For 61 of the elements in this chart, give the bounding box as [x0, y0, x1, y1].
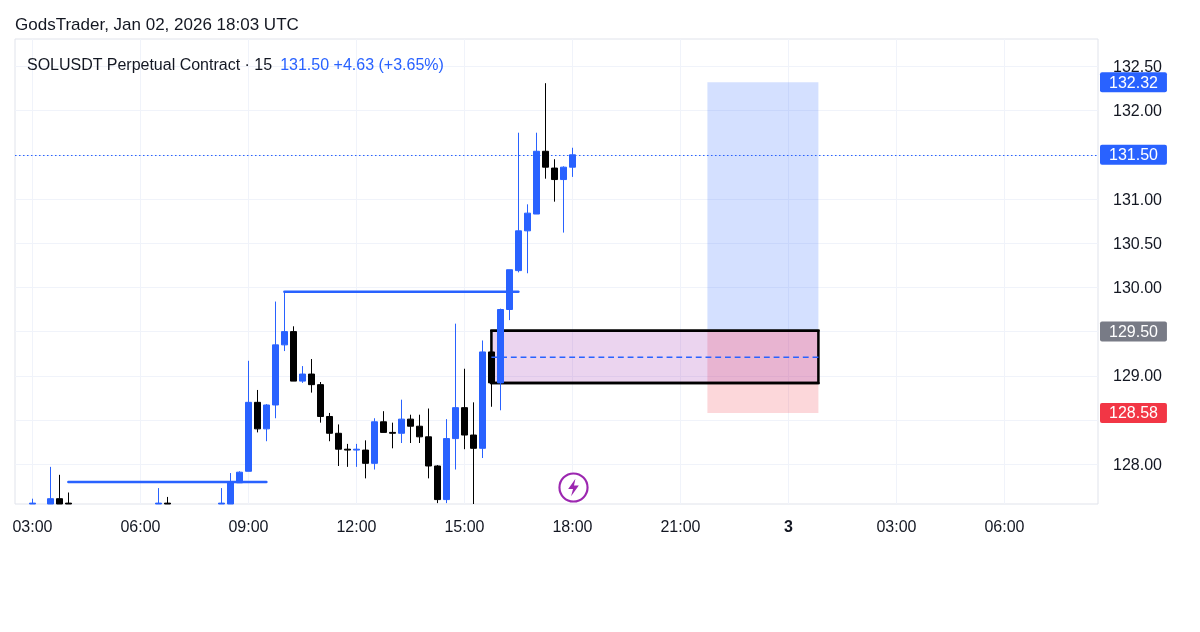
text: 132.32	[1109, 73, 1159, 91]
candlestick	[380, 410, 387, 433]
candlestick	[65, 492, 72, 505]
x-tick-label: 15:00	[444, 517, 485, 535]
candlestick	[389, 422, 396, 449]
text: SOLUSDT Perpetual Contract · 15	[27, 56, 273, 73]
candlestick	[470, 401, 477, 505]
x-tick-label: 06:00	[984, 517, 1025, 535]
candlestick	[434, 464, 441, 504]
ref-line-label: 131.50	[1109, 146, 1159, 164]
x-tick-label: 06:00	[120, 517, 161, 535]
candlestick	[164, 496, 171, 505]
candlestick	[461, 368, 468, 450]
candlestick	[524, 203, 531, 274]
text: 128.58	[1109, 404, 1159, 422]
candlestick	[407, 414, 414, 444]
text: 131.50 +4.63 (+3.65%)	[280, 56, 444, 73]
candlestick	[344, 443, 351, 468]
text: GodsTrader, Jan 02, 2026 18:03 UTC	[15, 15, 299, 35]
y-tick-label: 131.00	[1113, 190, 1163, 208]
candlestick	[254, 389, 261, 433]
candlestick	[290, 325, 297, 382]
candlestick	[452, 323, 459, 471]
x-tick-label: 03:00	[12, 517, 53, 535]
candlestick	[398, 399, 405, 444]
candlestick	[56, 474, 63, 505]
candlestick	[299, 365, 306, 384]
candlestick	[218, 487, 225, 505]
candlestick	[317, 381, 324, 424]
candlestick	[551, 158, 558, 203]
candlestick	[416, 414, 423, 444]
y-tick-label: 132.50	[1113, 57, 1163, 75]
y-tick-label: 128.00	[1113, 455, 1163, 473]
candlestick	[542, 82, 549, 180]
candlestick	[479, 339, 486, 459]
candlestick	[155, 487, 162, 505]
candlestick	[371, 417, 378, 471]
candlestick	[353, 443, 360, 468]
candlestick	[47, 466, 54, 505]
candlestick	[308, 358, 315, 394]
x-tick-label: 18:00	[552, 517, 593, 535]
text: 129.50	[1109, 323, 1159, 341]
x-tick-label: 21:00	[660, 517, 701, 535]
candlestick	[245, 360, 252, 472]
candlestick	[560, 165, 567, 234]
x-tick-label: 09:00	[228, 517, 269, 535]
candlestick	[272, 301, 279, 419]
y-tick-label: 129.00	[1113, 367, 1163, 385]
x-tick-label: 12:00	[336, 517, 377, 535]
candlestick	[335, 423, 342, 467]
x-tick-label: 3	[783, 517, 793, 535]
y-tick-label: 130.00	[1113, 278, 1163, 296]
candlestick	[326, 412, 333, 442]
candlestick	[29, 498, 36, 505]
y-tick-label: 132.00	[1113, 102, 1163, 120]
candlestick	[263, 403, 270, 442]
candlestick	[443, 418, 450, 504]
candlestick	[362, 439, 369, 479]
x-tick-label: 03:00	[876, 517, 917, 535]
candlestick	[425, 408, 432, 479]
y-tick-label: 130.50	[1113, 234, 1163, 252]
